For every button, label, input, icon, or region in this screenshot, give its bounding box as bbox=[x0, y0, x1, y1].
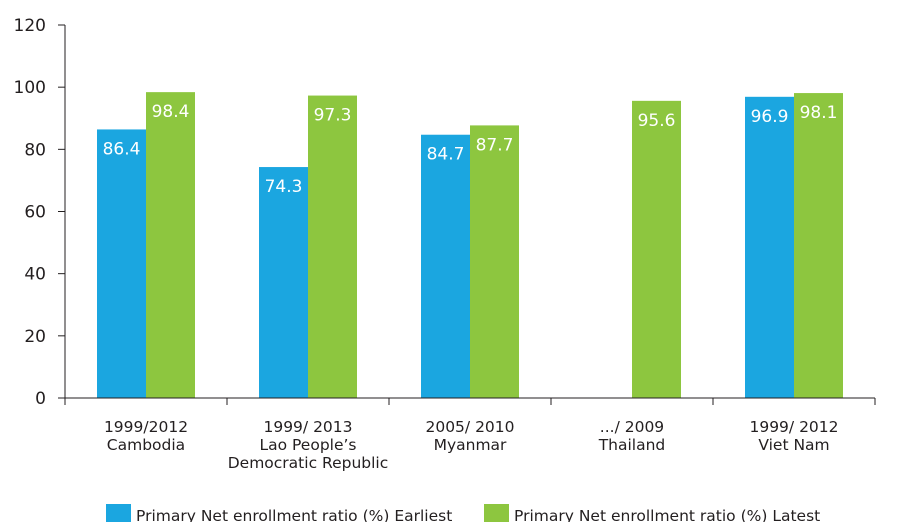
data-label: 98.1 bbox=[800, 103, 838, 123]
x-category-label: Viet Nam bbox=[758, 436, 829, 454]
y-tick-label: 40 bbox=[24, 265, 46, 285]
x-category-label: .../ 2009 bbox=[600, 418, 664, 436]
data-label: 74.3 bbox=[265, 177, 303, 197]
x-category-label: Cambodia bbox=[107, 436, 185, 454]
data-label: 86.4 bbox=[103, 139, 141, 159]
y-tick-label: 80 bbox=[24, 140, 46, 160]
x-category-label: 2005/ 2010 bbox=[425, 418, 514, 436]
legend-swatch-earliest bbox=[106, 504, 131, 522]
data-labels-group: 86.4 98.4 74.3 97.3 84.7 87.7 95.6 96.9 98.1 bbox=[103, 102, 838, 197]
data-label: 95.6 bbox=[638, 111, 676, 131]
y-ticks-group: 0 20 40 60 80 100 120 bbox=[14, 16, 65, 409]
bar-earliest bbox=[421, 134, 470, 398]
legend-label: Primary Net enrollment ratio (%) Earlies… bbox=[136, 507, 452, 522]
x-category-label: 1999/2012 bbox=[104, 418, 188, 436]
legend: Primary Net enrollment ratio (%) Earlies… bbox=[106, 504, 820, 522]
y-tick-label: 20 bbox=[24, 327, 46, 347]
x-category-label: Myanmar bbox=[434, 436, 507, 454]
data-label: 98.4 bbox=[152, 102, 190, 122]
data-label: 84.7 bbox=[427, 145, 465, 165]
bar-latest bbox=[470, 125, 519, 398]
bar-earliest bbox=[259, 167, 308, 398]
bar-latest bbox=[794, 93, 843, 398]
y-tick-label: 0 bbox=[35, 389, 46, 409]
y-tick-label: 60 bbox=[24, 203, 46, 223]
bar-latest bbox=[308, 95, 357, 398]
legend-label: Primary Net enrollment ratio (%) Latest bbox=[514, 507, 820, 522]
x-category-label: Thailand bbox=[598, 436, 666, 454]
bar-earliest bbox=[745, 96, 794, 399]
data-label: 97.3 bbox=[314, 106, 352, 126]
bar-earliest bbox=[97, 129, 146, 398]
data-label: 87.7 bbox=[476, 135, 514, 155]
y-tick-label: 120 bbox=[14, 16, 46, 36]
data-label: 96.9 bbox=[751, 107, 789, 127]
y-tick-label: 100 bbox=[14, 78, 46, 98]
bars-group bbox=[97, 92, 843, 399]
x-category-label: Lao People’s bbox=[259, 436, 356, 454]
x-category-label: 1999/ 2013 bbox=[263, 418, 352, 436]
x-category-label: Democratic Republic bbox=[228, 454, 389, 472]
bar-latest bbox=[632, 100, 681, 399]
bar-latest bbox=[146, 92, 195, 398]
x-category-label: 1999/ 2012 bbox=[749, 418, 838, 436]
legend-swatch-latest bbox=[484, 504, 509, 522]
